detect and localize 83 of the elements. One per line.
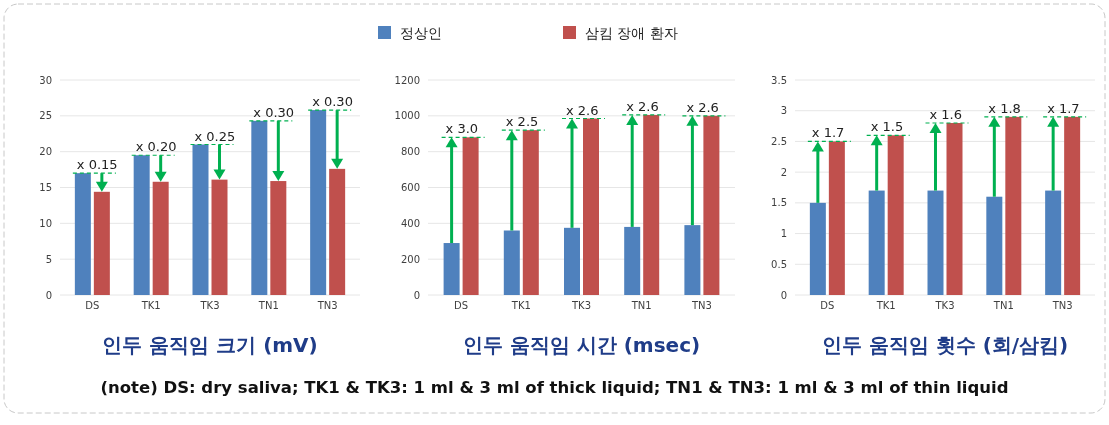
y-tick-label: 0 [413,289,420,301]
bar [74,173,91,295]
x-tick-label: TN1 [630,300,652,311]
y-tick-label: 1 [780,228,787,240]
y-tick-label: 0 [45,289,52,301]
bar [927,190,944,295]
bar [703,115,720,295]
x-tick-label: TN3 [690,300,712,311]
y-tick-label: 3.5 [771,74,787,86]
annotation: x 1.7 [1047,100,1080,116]
bar [583,118,599,295]
y-tick-label: 15 [39,182,52,193]
y-tick-label: 1200 [394,74,420,86]
annotation: x 1.7 [811,125,845,141]
y-tick-label: 1000 [394,110,420,122]
y-tick-label: 0 [780,289,787,301]
x-tick-label: TK3 [934,300,955,311]
text: 인두 움직임 시간 (msec) [462,333,701,357]
bar [1045,190,1062,295]
bar [133,155,150,295]
y-tick-label: 25 [39,110,52,122]
x-tick-label: TN3 [1051,300,1073,311]
annotation: x 2.6 [686,99,719,115]
y-tick-label: 200 [400,253,420,265]
bar [887,135,904,295]
bar [462,137,479,295]
text: 인두 움직임 크기 (mV) [102,333,318,357]
bar [986,196,1003,295]
annotation: x 0.30 [312,94,353,110]
x-tick-label: TK1 [875,300,896,311]
bar [1064,116,1081,295]
bar [946,123,963,295]
bar [522,130,539,295]
y-tick-label: 2.5 [771,135,787,147]
bar [684,225,701,295]
x-tick-label: TK3 [199,300,220,311]
y-tick-label: 5 [45,253,52,265]
y-tick-label: 30 [39,74,52,86]
x-tick-label: TK1 [510,300,531,311]
bar [443,243,460,295]
x-tick-label: TN1 [992,300,1014,311]
annotation: x 1.5 [870,119,904,135]
y-tick-label: 2 [780,166,787,178]
legend-label: 정상인 [400,24,442,41]
annotation: x 1.8 [988,100,1021,116]
x-tick-label: DS [454,300,469,311]
bar [192,144,209,295]
text: 인두 움직임 횟수 (회/삼킴) [821,333,1069,357]
x-tick-label: TK3 [570,300,592,311]
legend-label: 삼킴 장애 환자 [585,24,678,41]
x-tick-label: TN1 [257,300,279,311]
bar [828,141,845,295]
annotation: x 0.30 [253,104,295,120]
annotation: x 2.6 [566,102,599,118]
bar [643,114,660,295]
y-tick-label: 800 [400,146,420,158]
bar [809,202,826,295]
annotation: x 2.5 [505,114,539,130]
bar [1005,116,1022,295]
annotation: x 0.25 [194,128,236,144]
annotation: x 1.6 [929,107,962,122]
bar [868,190,885,295]
x-tick-label: TK1 [140,300,161,311]
annotation: x 2.6 [626,98,659,114]
bar [564,227,580,295]
x-tick-label: DS [820,300,835,311]
y-tick-label: 400 [400,217,420,229]
y-tick-label: 10 [39,217,52,229]
bar [624,226,641,295]
bar [251,120,268,295]
bar [310,110,327,295]
bar [503,230,520,295]
y-tick-label: 600 [400,182,420,193]
annotation: x 0.15 [76,157,118,173]
annotation: x 0.20 [135,139,177,155]
x-tick-label: DS [85,300,100,311]
y-tick-label: 0.5 [771,258,787,270]
y-tick-label: 1.5 [771,197,787,209]
annotation: x 3.0 [445,121,479,137]
y-tick-label: 3 [780,105,787,117]
y-tick-label: 20 [39,146,52,158]
text: (note) DS: dry saliva; TK1 & TK3: 1 ml & 3 ml of thick liquid; TN1 & TN3: 1 ml & 3 ml of thin liquid [100,378,1009,397]
x-tick-label: TN3 [316,300,338,311]
